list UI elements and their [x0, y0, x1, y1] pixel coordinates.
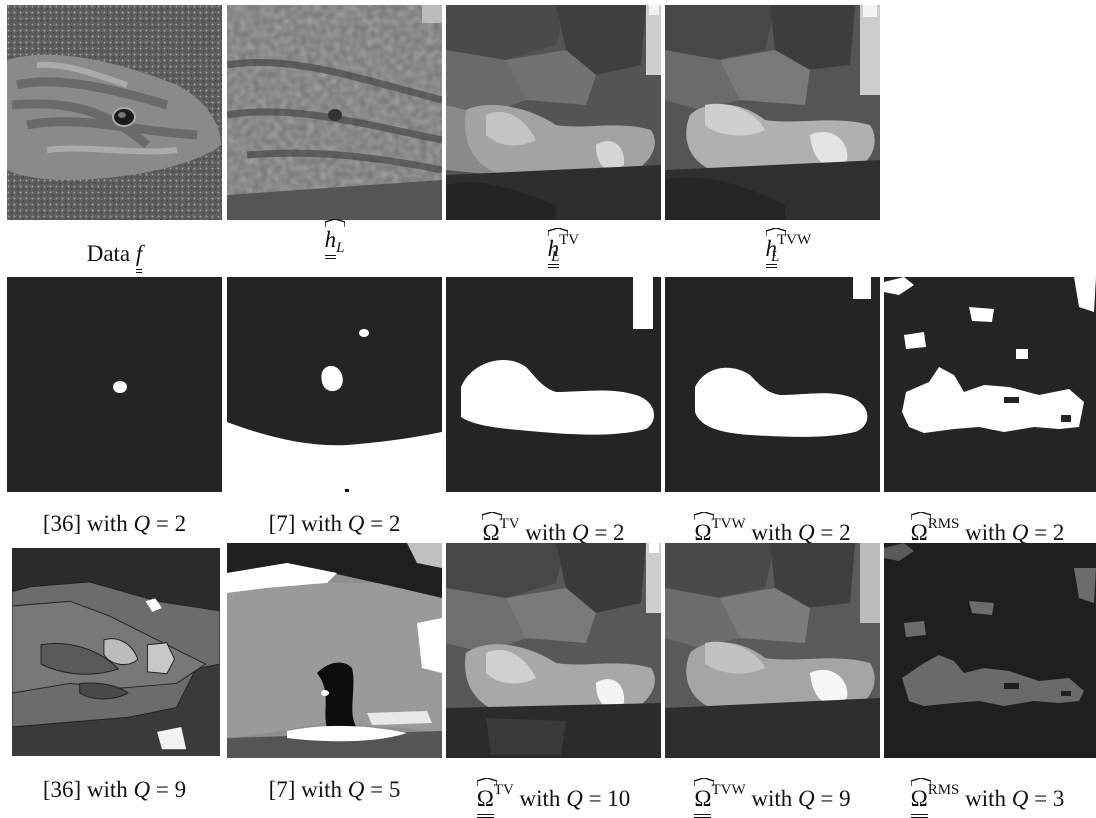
caption-h-l-tvw: hTVWL — [665, 226, 880, 271]
caption-omega-tvw-q2: ΩTVW with Q = 2 — [665, 510, 880, 552]
seg-omega-rms-q3 — [884, 543, 1096, 758]
caption-ref36-q2: [36] with Q = 2 — [42, 511, 187, 536]
mask-omega-tvw-q2 — [665, 277, 880, 492]
mask-omega-tv-q2 — [446, 277, 661, 492]
h-l-tv-estimate-image — [446, 5, 661, 220]
caption-h-l: hL — [227, 219, 442, 262]
caption-ref36-q9: [36] with Q = 9 — [42, 777, 187, 802]
caption-omega-tv-q10: ΩTV with Q = 10 — [446, 776, 661, 818]
caption-omega-tv-q2: ΩTV with Q = 2 — [446, 510, 661, 552]
caption-data-f: Data f — [7, 240, 222, 273]
seg-omega-tvw-q9 — [665, 543, 880, 758]
seg-ref7-q5 — [227, 543, 442, 758]
mask-omega-rms-q2 — [884, 277, 1096, 492]
h-l-estimate-image — [227, 5, 442, 220]
h-l-tvw-estimate-image — [665, 5, 880, 220]
mask-ref36-q2 — [7, 277, 222, 492]
caption-omega-tvw-q9: ΩTVW with Q = 9 — [665, 776, 880, 818]
caption-omega-rms-q2: ΩRMS with Q = 2 — [880, 510, 1095, 552]
caption-omega-rms-q3: ΩRMS with Q = 3 — [880, 776, 1095, 818]
caption-h-l-tv: hTVL — [446, 226, 661, 271]
seg-omega-tv-q10 — [446, 543, 661, 758]
mask-ref7-q2 — [227, 277, 442, 492]
caption-ref7-q2: [7] with Q = 2 — [268, 511, 401, 536]
data-image — [7, 5, 222, 220]
caption-ref7-q5: [7] with Q = 5 — [268, 777, 401, 802]
seg-ref36-q9 — [12, 548, 220, 756]
